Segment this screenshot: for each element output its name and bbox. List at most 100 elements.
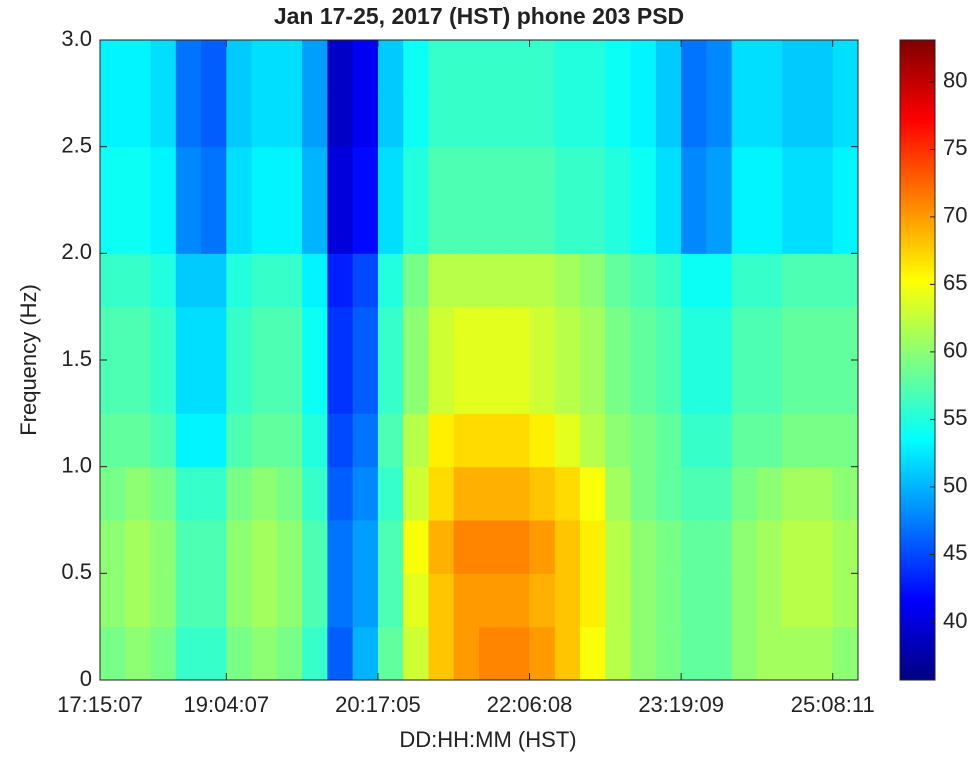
heat-cell xyxy=(453,573,480,628)
heat-cell xyxy=(630,360,657,414)
heat-cell xyxy=(251,573,278,628)
heat-cell xyxy=(529,520,556,574)
heat-cell xyxy=(756,253,783,308)
x-tick-label: 23:19:09 xyxy=(638,692,724,717)
heat-cell xyxy=(782,253,808,308)
heat-cell xyxy=(756,573,783,628)
heat-cell xyxy=(276,40,303,94)
x-tick-label: 22:06:08 xyxy=(487,692,573,717)
heat-cell xyxy=(706,413,733,468)
heat-cell xyxy=(529,146,556,201)
heat-cell xyxy=(580,93,606,148)
heat-cell xyxy=(605,253,632,308)
y-tick-label: 2.0 xyxy=(61,239,92,264)
x-tick-label: 25:08:11 xyxy=(791,692,875,717)
heat-cell xyxy=(377,466,404,521)
heat-cell xyxy=(403,93,429,148)
heat-cell xyxy=(731,306,758,361)
colorbar-tick-label: 50 xyxy=(943,473,967,498)
heat-cell xyxy=(832,40,859,94)
heat-cell xyxy=(403,146,429,201)
heat-cell xyxy=(150,360,177,414)
heat-cell xyxy=(201,306,227,361)
colorbar-tick-label: 55 xyxy=(943,405,967,430)
heat-cell xyxy=(150,253,177,308)
heat-cell xyxy=(175,146,202,201)
heat-cell xyxy=(731,466,758,521)
heat-cell xyxy=(428,413,455,468)
heat-cell xyxy=(100,93,126,148)
heat-cell xyxy=(580,146,606,201)
heat-cell xyxy=(150,626,177,681)
heat-cell xyxy=(605,626,632,681)
heat-cell xyxy=(504,413,531,468)
heat-cell xyxy=(529,413,556,468)
heat-cell xyxy=(605,413,632,468)
heat-cell xyxy=(630,146,657,201)
heat-cell xyxy=(807,626,834,681)
heat-cell xyxy=(731,146,758,201)
heat-cell xyxy=(832,413,859,468)
heat-cell xyxy=(377,93,404,148)
x-tick-label: 20:17:05 xyxy=(335,692,421,717)
heat-cell xyxy=(453,466,480,521)
heat-cell xyxy=(655,573,682,628)
heat-cell xyxy=(453,413,480,468)
heat-cell xyxy=(403,40,429,94)
heat-cell xyxy=(782,413,808,468)
heat-cell xyxy=(352,306,379,361)
heat-cell xyxy=(175,40,202,94)
heat-cell xyxy=(352,40,379,94)
heat-cell xyxy=(731,200,758,254)
heat-cell xyxy=(226,306,253,361)
heat-cell xyxy=(251,253,278,308)
heat-cell xyxy=(655,253,682,308)
colorbar-tick-label: 40 xyxy=(943,608,967,633)
heat-cell xyxy=(731,413,758,468)
heat-cell xyxy=(630,413,657,468)
heat-cell xyxy=(706,626,733,681)
heat-cell xyxy=(706,93,733,148)
heat-cell xyxy=(504,40,531,94)
heat-cell xyxy=(403,306,429,361)
heat-cell xyxy=(276,520,303,574)
heat-cell xyxy=(529,306,556,361)
heat-cell xyxy=(352,360,379,414)
heat-cell xyxy=(554,93,581,148)
heat-cell xyxy=(251,520,278,574)
heat-cell xyxy=(302,360,328,414)
heat-cell xyxy=(175,520,202,574)
heat-cell xyxy=(226,93,253,148)
colorbar xyxy=(899,39,936,681)
heat-cell xyxy=(479,146,505,201)
heat-cell xyxy=(681,200,707,254)
heat-cell xyxy=(605,146,632,201)
heat-cell xyxy=(327,306,354,361)
heat-cell xyxy=(352,573,379,628)
heat-cell xyxy=(731,626,758,681)
heat-cell xyxy=(327,40,354,94)
heat-cell xyxy=(605,93,632,148)
heat-cell xyxy=(630,306,657,361)
heat-cell xyxy=(605,466,632,521)
heat-cell xyxy=(756,40,783,94)
heat-cell xyxy=(150,306,177,361)
heat-cell xyxy=(175,93,202,148)
heat-cell xyxy=(453,200,480,254)
heat-cell xyxy=(681,413,707,468)
heat-cell xyxy=(226,413,253,468)
heat-cell xyxy=(681,253,707,308)
heat-cell xyxy=(100,306,126,361)
heat-cell xyxy=(327,520,354,574)
heat-cell xyxy=(327,360,354,414)
heat-cell xyxy=(782,626,808,681)
heat-cell xyxy=(251,40,278,94)
heat-cell xyxy=(630,200,657,254)
heat-cell xyxy=(580,573,606,628)
heat-cell xyxy=(782,466,808,521)
heat-cell xyxy=(327,573,354,628)
x-tick-label: 17:15:07 xyxy=(57,692,143,717)
heat-cell xyxy=(403,413,429,468)
y-tick-label: 0 xyxy=(80,666,92,691)
